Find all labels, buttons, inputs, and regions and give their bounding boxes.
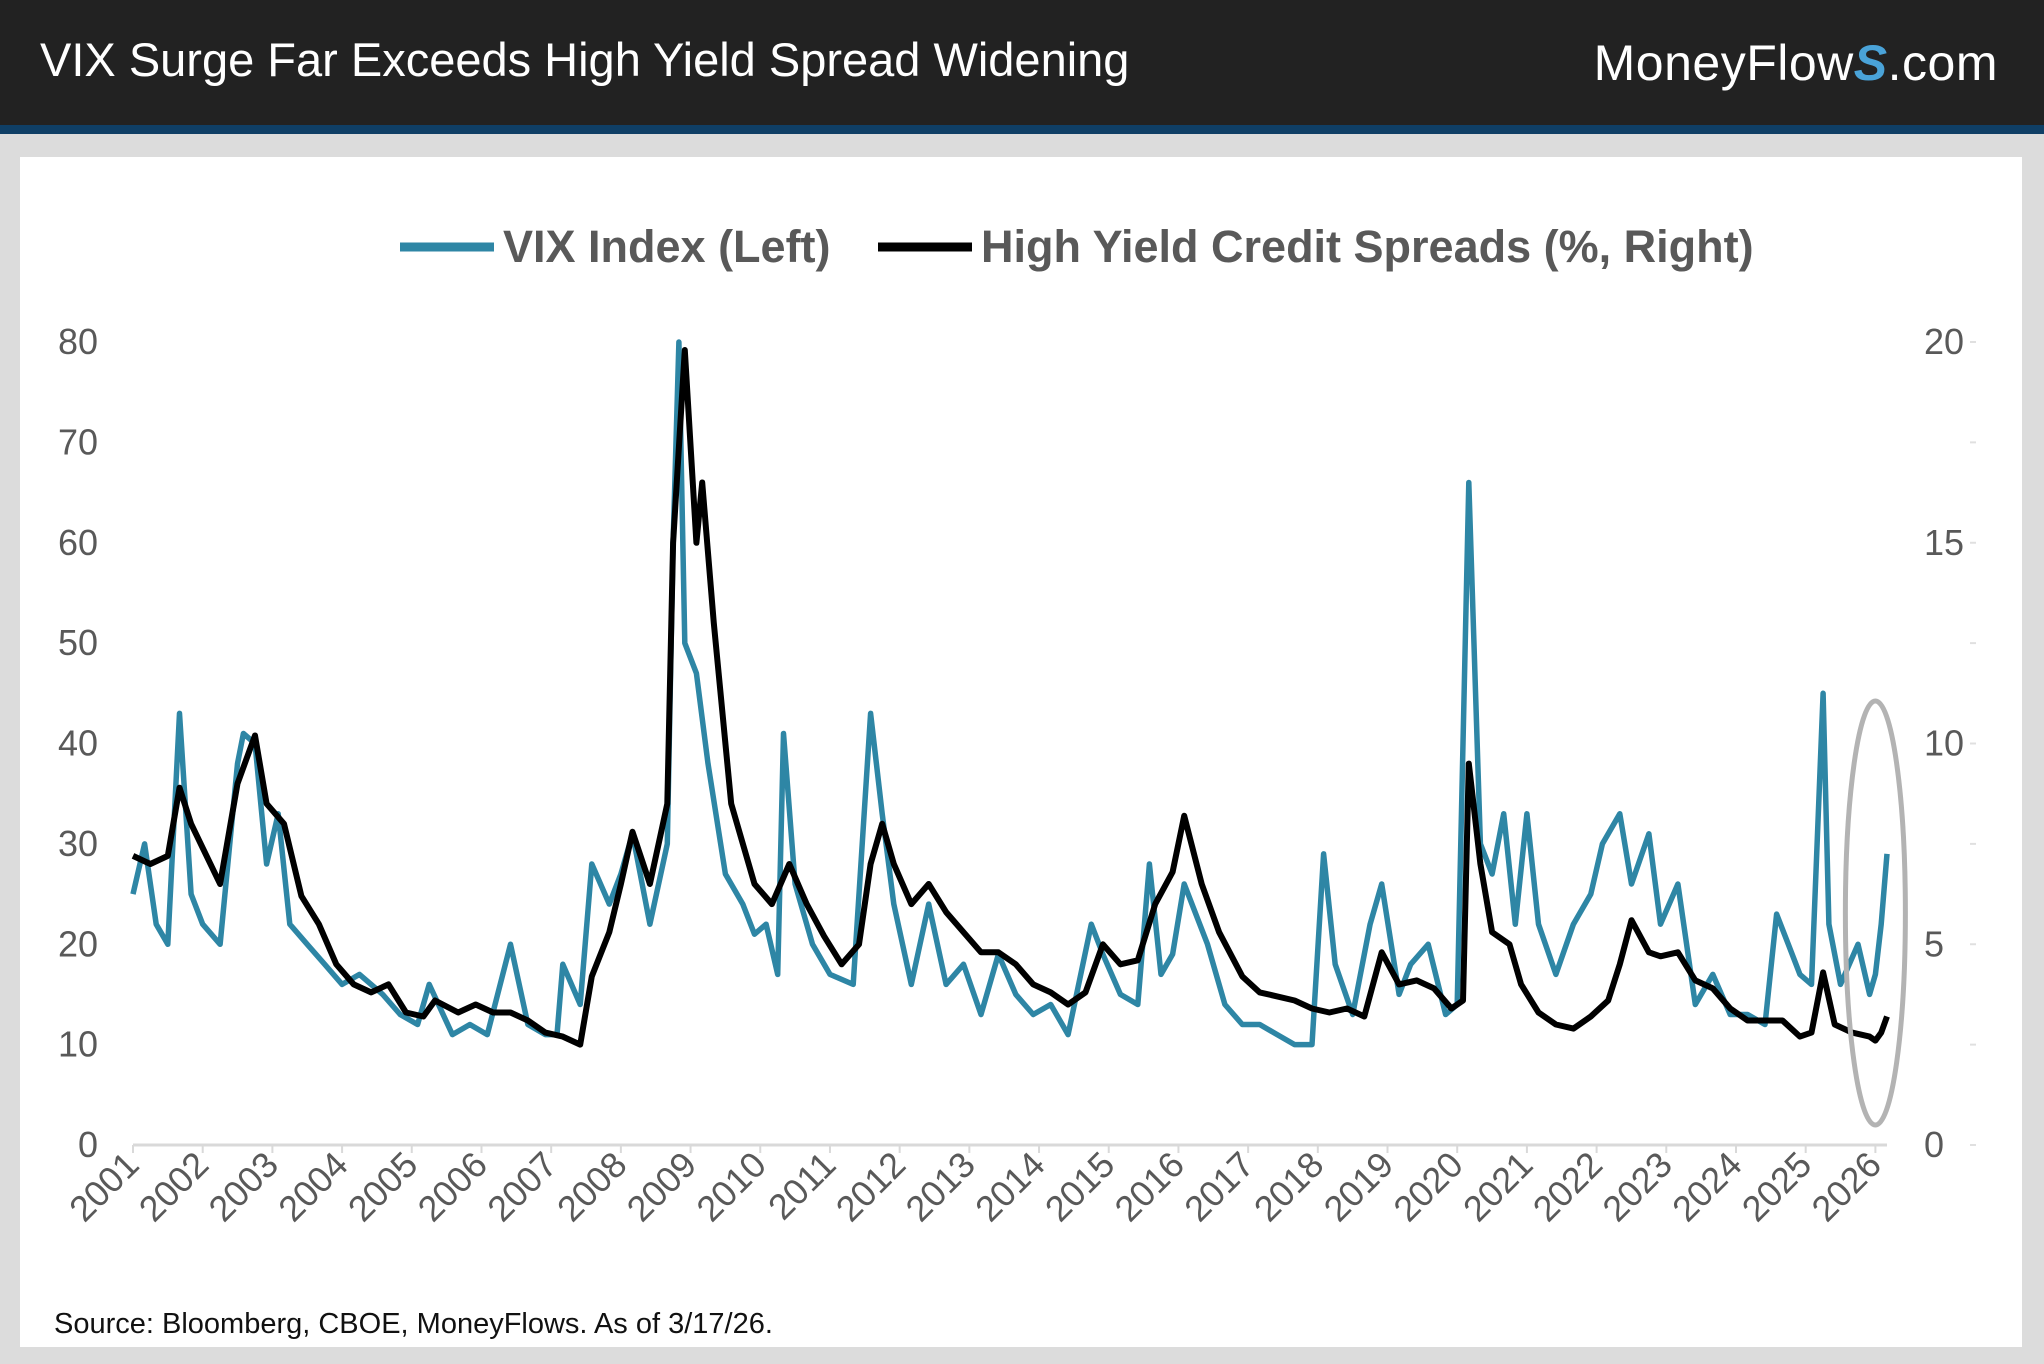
legend: VIX Index (Left) High Yield Credit Sprea… — [400, 221, 1754, 272]
x-tick-label: 2014 — [967, 1144, 1053, 1230]
x-tick-label: 2012 — [828, 1144, 914, 1230]
y-right-tick-label: 0 — [1924, 1124, 1944, 1165]
y-left-tick-label: 0 — [78, 1124, 98, 1165]
y-left-tick-label: 20 — [58, 923, 98, 964]
x-tick-label: 2026 — [1803, 1144, 1889, 1230]
y-left-tick-label: 40 — [58, 723, 98, 764]
y-left-tick-label: 50 — [58, 622, 98, 663]
x-tick-label: 2002 — [131, 1144, 217, 1230]
x-tick-label: 2019 — [1316, 1144, 1402, 1230]
header-stripe — [0, 125, 2044, 134]
chart-panel — [20, 157, 2022, 1347]
header-bar: VIX Surge Far Exceeds High Yield Spread … — [0, 0, 2044, 125]
x-tick-label: 2009 — [619, 1144, 705, 1230]
x-tick-label: 2011 — [760, 1144, 844, 1228]
hy-spread-line — [131, 347, 1890, 1048]
x-tick-label: 2018 — [1246, 1144, 1332, 1230]
x-tick-label: 2003 — [200, 1144, 286, 1230]
x-tick-label: 2023 — [1594, 1144, 1680, 1230]
highlight-ellipse — [1842, 698, 1908, 1128]
y-left-tick-label: 60 — [58, 522, 98, 563]
y-right-tick-label: 5 — [1924, 923, 1944, 964]
y-right-tick-label: 10 — [1924, 723, 1964, 764]
x-tick-label: 2004 — [270, 1144, 356, 1230]
x-tick-label: 2007 — [479, 1144, 565, 1230]
y-left-tick-label: 80 — [58, 321, 98, 362]
vix-line — [130, 339, 1890, 1048]
y-left-tick-label: 70 — [58, 421, 98, 462]
x-tick-label: 2008 — [549, 1144, 635, 1230]
x-tick-label: 2020 — [1385, 1144, 1471, 1230]
y-right-tick-label: 20 — [1924, 321, 1964, 362]
x-tick-label: 2006 — [410, 1144, 496, 1230]
x-tick-label: 2015 — [1037, 1144, 1123, 1230]
y-left-tick-label: 10 — [58, 1024, 98, 1065]
source-note: Source: Bloomberg, CBOE, MoneyFlows. As … — [54, 1308, 773, 1340]
x-tick-label: 2022 — [1525, 1144, 1611, 1230]
x-tick-label: 2010 — [688, 1144, 774, 1230]
x-tick-label: 2016 — [1106, 1144, 1192, 1230]
x-tick-label: 2005 — [340, 1144, 426, 1230]
x-tick-label: 2013 — [897, 1144, 983, 1230]
x-tick-label: 2024 — [1664, 1144, 1750, 1230]
y-right-tick-label: 15 — [1924, 522, 1964, 563]
x-tick-label: 2025 — [1734, 1144, 1820, 1230]
moneyflows-logo: MoneyFlowS.com — [1593, 35, 1998, 91]
legend-label-vix: VIX Index (Left) — [503, 221, 831, 272]
x-tick-label: 2017 — [1176, 1144, 1262, 1230]
x-tick-label: 2001 — [61, 1144, 147, 1230]
x-tick-label: 2021 — [1455, 1144, 1541, 1230]
page-title: VIX Surge Far Exceeds High Yield Spread … — [40, 33, 1130, 86]
legend-label-hy: High Yield Credit Spreads (%, Right) — [981, 221, 1754, 272]
y-left-tick-label: 30 — [58, 823, 98, 864]
